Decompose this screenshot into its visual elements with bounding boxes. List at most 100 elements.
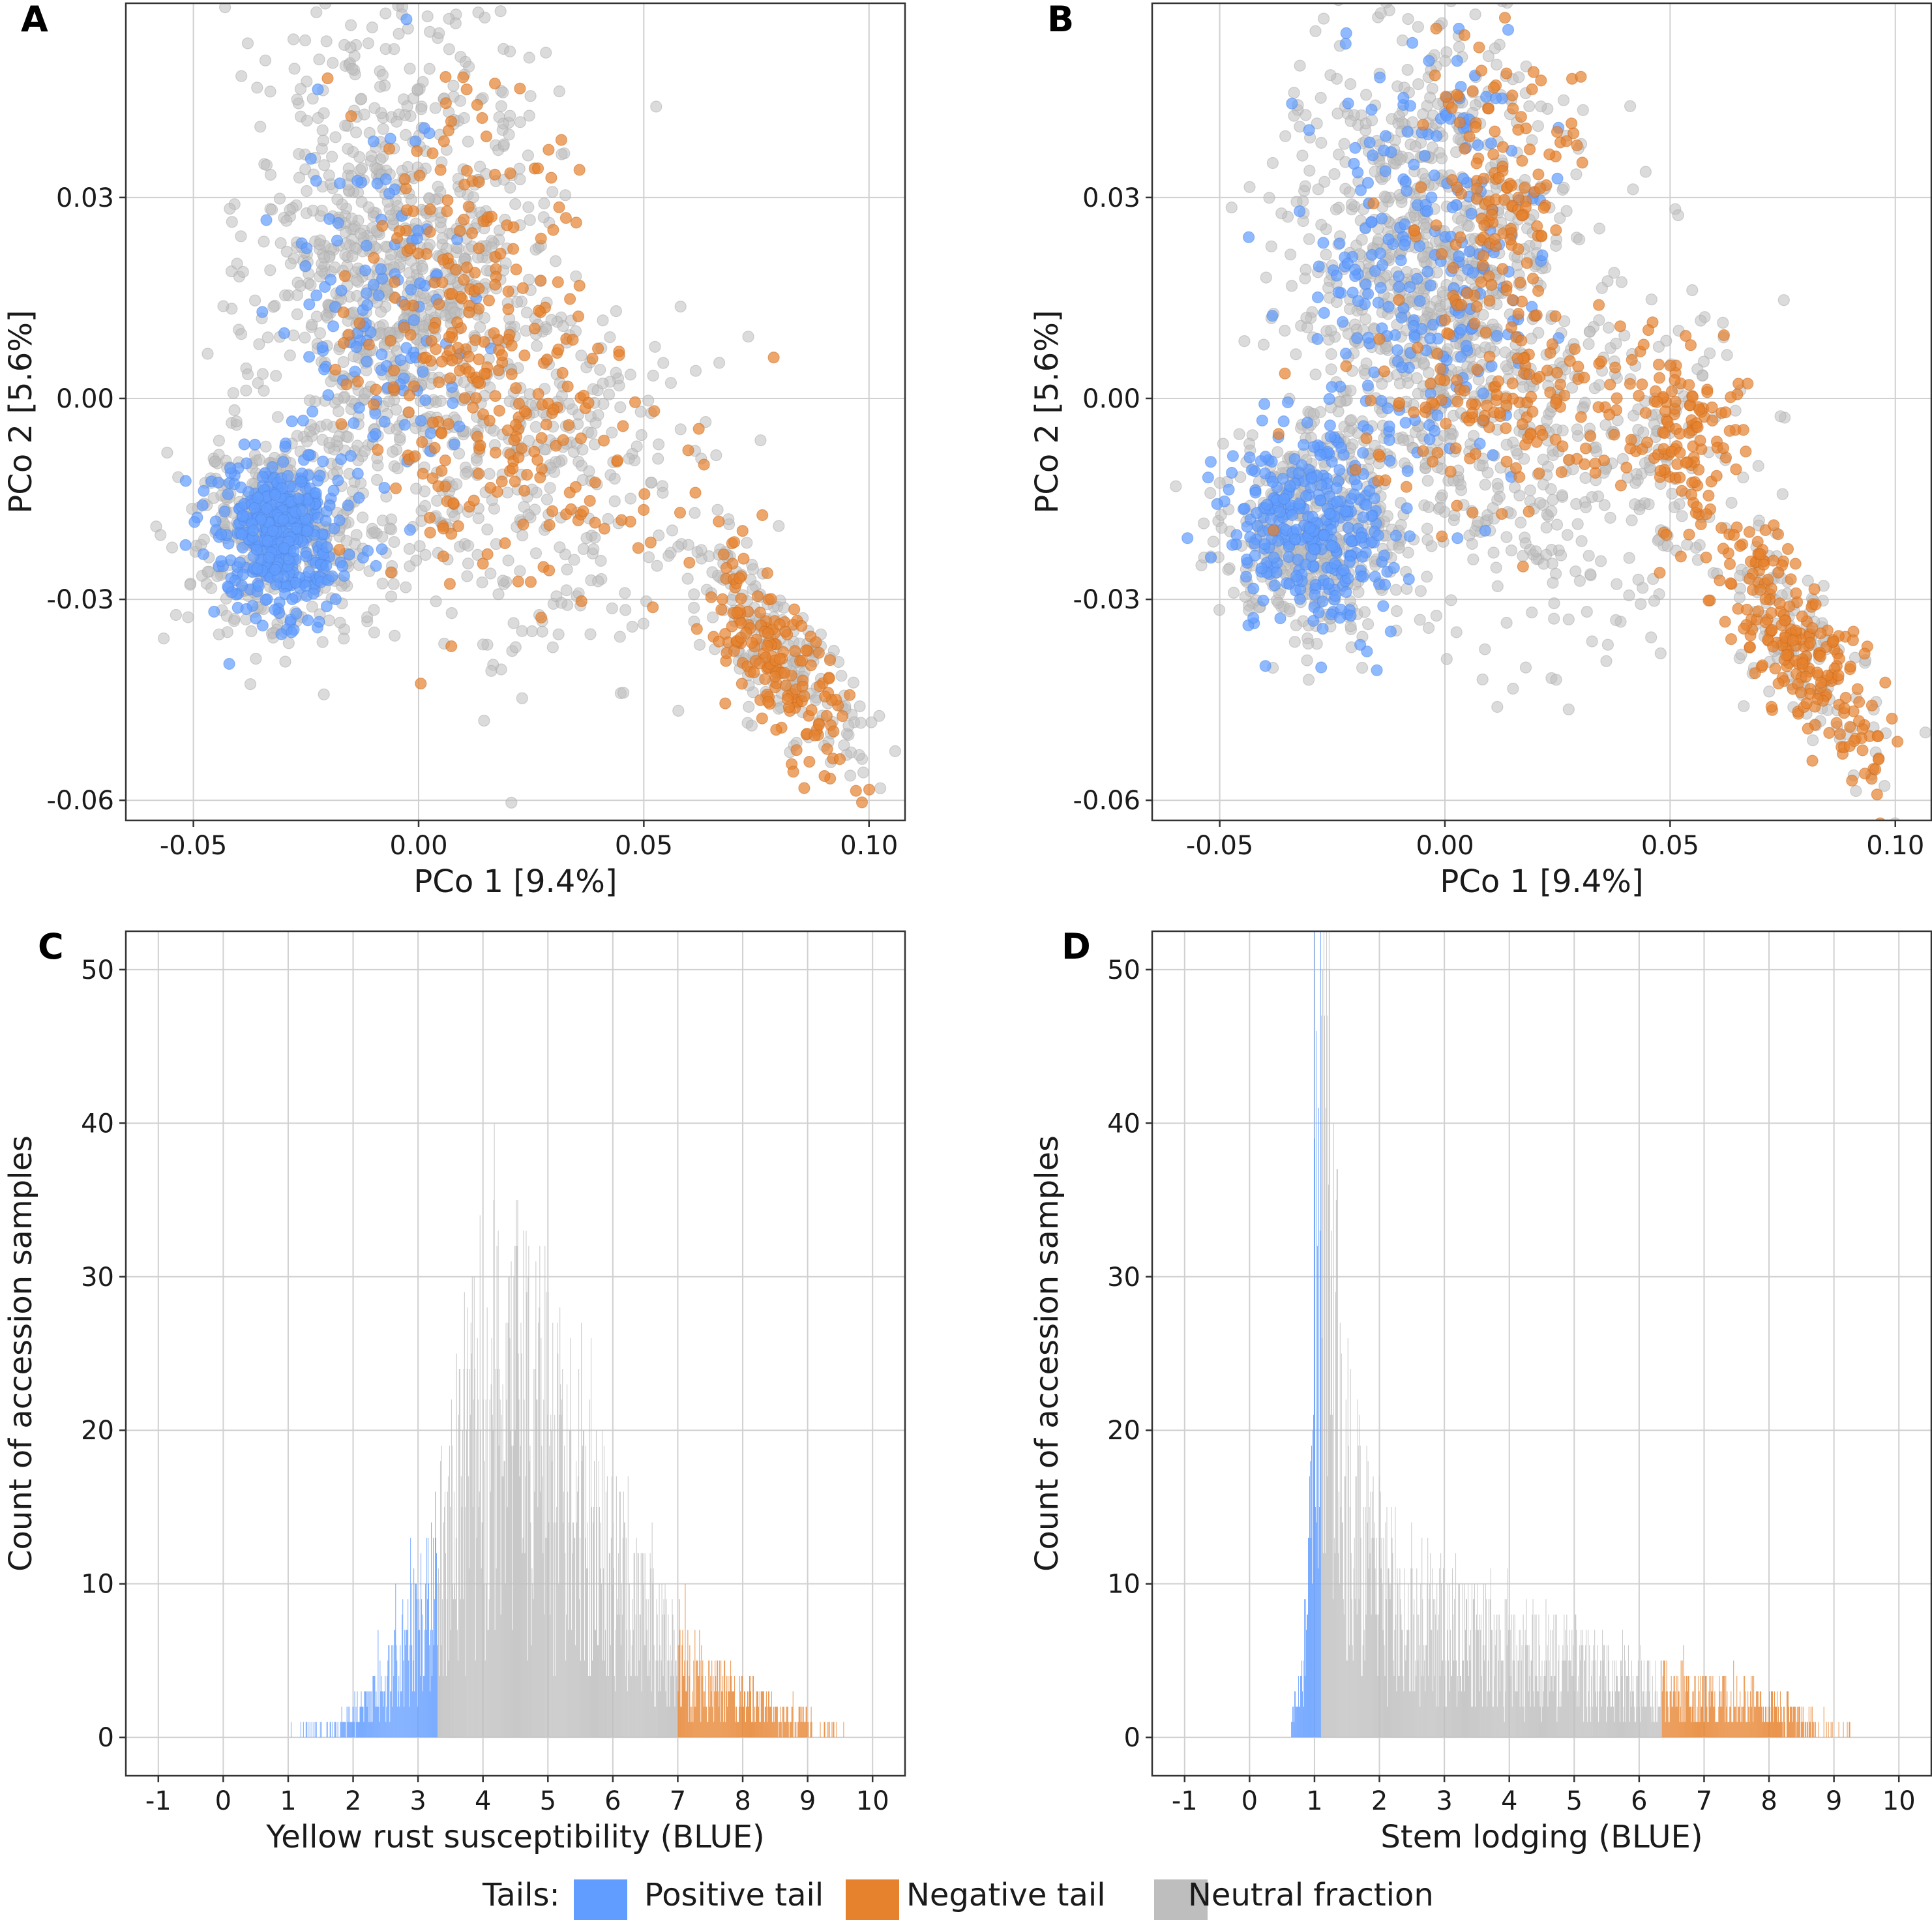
scatter-point-negative xyxy=(545,172,557,184)
scatter-point-neutral xyxy=(681,573,694,585)
scatter-point-negative xyxy=(577,505,589,518)
scatter-point-neutral xyxy=(1632,573,1644,586)
scatter-point-neutral xyxy=(244,678,257,691)
scatter-point-negative xyxy=(370,383,382,396)
scatter-point-neutral xyxy=(264,264,276,277)
scatter-point-neutral xyxy=(365,150,378,162)
scatter-point-neutral xyxy=(545,314,557,326)
scatter-point-negative xyxy=(436,355,448,368)
scatter-point-neutral xyxy=(1300,109,1312,121)
scatter-point-neutral xyxy=(1331,108,1344,120)
scatter-point-positive xyxy=(1360,499,1373,511)
scatter-point-positive xyxy=(323,213,336,225)
scatter-point-negative xyxy=(437,254,449,266)
scatter-point-negative xyxy=(391,232,404,245)
scatter-point-neutral xyxy=(321,311,334,324)
scatter-point-negative xyxy=(586,352,599,365)
scatter-point-negative xyxy=(543,564,556,576)
scatter-point-neutral xyxy=(376,515,389,527)
scatter-point-negative xyxy=(689,486,702,499)
scatter-point-neutral xyxy=(282,637,295,650)
scatter-point-positive xyxy=(235,528,248,541)
scatter-point-neutral xyxy=(1598,499,1611,511)
scatter-point-positive xyxy=(238,438,250,451)
scatter-point-neutral xyxy=(287,33,300,46)
scatter-point-positive xyxy=(349,365,361,378)
scatter-point-negative xyxy=(488,168,501,181)
scatter-point-negative xyxy=(803,755,816,768)
scatter-point-negative xyxy=(505,339,518,352)
scatter-point-negative xyxy=(387,381,400,394)
scatter-point-neutral xyxy=(874,782,887,794)
scatter-point-neutral xyxy=(368,626,381,638)
scatter-point-negative xyxy=(439,454,452,467)
scatter-point-positive xyxy=(290,576,302,589)
scatter-point-negative xyxy=(542,143,555,156)
scatter-point-neutral xyxy=(1290,348,1302,361)
scatter-point-positive xyxy=(312,83,324,96)
scatter-point-negative xyxy=(692,423,705,435)
scatter-point-neutral xyxy=(498,138,511,151)
scatter-point-neutral xyxy=(361,611,374,623)
scatter-point-negative xyxy=(517,518,529,531)
scatter-point-neutral xyxy=(294,83,307,95)
scatter-point-neutral xyxy=(1467,430,1480,442)
scatter-point-negative xyxy=(398,299,411,311)
scatter-point-negative xyxy=(442,125,455,137)
scatter-point-negative xyxy=(426,472,439,485)
scatter-point-negative xyxy=(809,729,821,741)
scatter-point-neutral xyxy=(209,455,221,468)
scatter-point-neutral xyxy=(1733,591,1746,604)
scatter-point-positive xyxy=(250,543,263,556)
scatter-point-neutral xyxy=(1217,438,1229,450)
scatter-point-neutral xyxy=(1540,521,1553,534)
scatter-point-neutral xyxy=(617,687,630,699)
scatter-point-negative xyxy=(582,396,595,409)
scatter-point-neutral xyxy=(524,90,537,102)
scatter-point-positive xyxy=(375,263,387,275)
scatter-point-neutral xyxy=(387,578,400,590)
scatter-point-neutral xyxy=(1583,338,1595,350)
scatter-point-negative xyxy=(462,350,475,363)
scatter-point-positive xyxy=(404,524,416,536)
scatter-point-neutral xyxy=(249,294,261,307)
scatter-point-positive xyxy=(295,475,307,488)
scatter-point-negative xyxy=(432,480,445,492)
scatter-point-negative xyxy=(789,645,801,657)
scatter-point-neutral xyxy=(1519,537,1532,550)
scatter-point-neutral xyxy=(608,472,621,485)
scatter-point-positive xyxy=(325,273,337,286)
scatter-point-negative xyxy=(754,606,766,619)
scatter-point-neutral xyxy=(1584,568,1597,580)
scatter-point-neutral xyxy=(560,584,572,597)
scatter-point-neutral xyxy=(1513,71,1525,83)
scatter-point-positive xyxy=(379,173,392,185)
scatter-point-neutral xyxy=(1575,535,1588,547)
scatter-point-positive xyxy=(1337,564,1350,576)
scatter-point-positive xyxy=(1357,511,1369,524)
scatter-point-positive xyxy=(383,187,396,200)
scatter-point-negative xyxy=(756,509,769,522)
scatter-point-neutral xyxy=(413,540,426,552)
scatter-point-negative xyxy=(436,277,449,289)
scatter-point-neutral xyxy=(270,370,282,382)
scatter-point-neutral xyxy=(645,476,658,489)
scatter-point-neutral xyxy=(509,198,522,211)
scatter-point-neutral xyxy=(1545,505,1558,518)
scatter-point-neutral xyxy=(652,453,664,465)
scatter-point-positive xyxy=(413,277,426,290)
scatter-point-neutral xyxy=(1550,239,1562,252)
scatter-point-negative xyxy=(638,488,651,500)
scatter-point-neutral xyxy=(385,248,397,261)
scatter-point-positive xyxy=(1292,467,1305,479)
scatter-point-neutral xyxy=(1557,94,1570,106)
scatter-point-neutral xyxy=(1500,616,1513,629)
scatter-point-neutral xyxy=(1373,233,1385,246)
scatter-point-neutral xyxy=(1366,114,1378,127)
scatter-point-neutral xyxy=(1515,516,1527,529)
scatter-point-negative xyxy=(457,71,469,83)
scatter-point-neutral xyxy=(1434,501,1446,514)
scatter-point-neutral xyxy=(448,306,461,319)
scatter-point-neutral xyxy=(1499,346,1511,359)
scatter-point-negative xyxy=(756,712,768,725)
